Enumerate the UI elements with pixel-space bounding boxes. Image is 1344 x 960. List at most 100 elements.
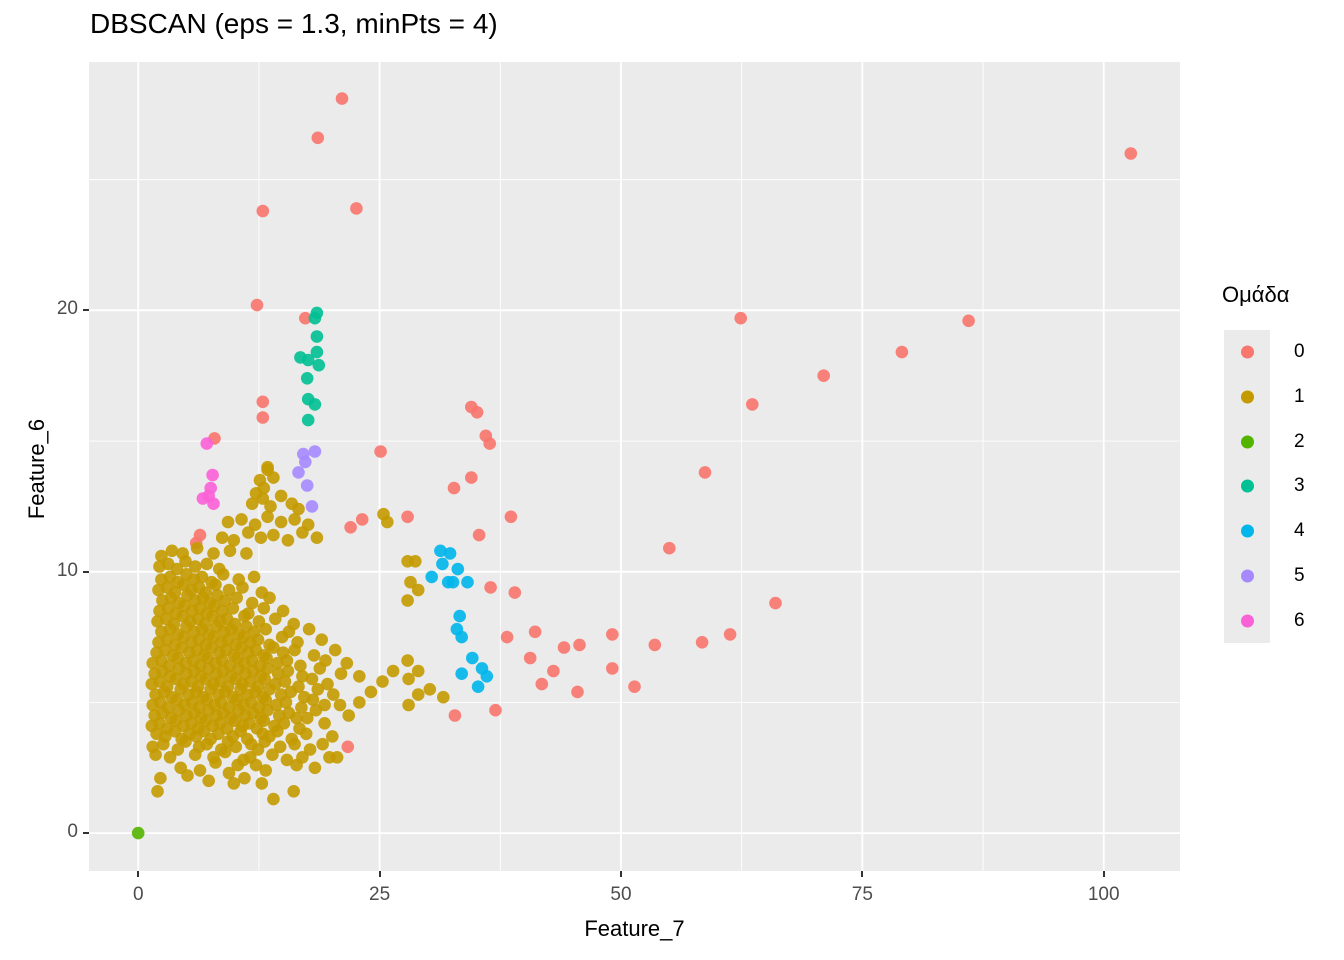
data-point-cluster-1 [188,560,202,573]
data-point-cluster-1 [255,586,269,599]
data-point-cluster-0 [628,680,641,693]
data-point-cluster-1 [293,722,306,735]
data-point-cluster-1 [272,709,286,722]
data-point-cluster-1 [215,604,229,618]
data-point-cluster-1 [291,636,304,649]
data-point-cluster-1 [274,515,288,529]
data-point-cluster-1 [308,761,322,775]
x-tick-label: 75 [851,884,873,905]
data-point-cluster-1 [221,680,235,693]
data-point-cluster-1 [202,628,215,641]
data-point-cluster-1 [334,667,348,680]
data-point-cluster-1 [146,740,159,754]
legend-key-dot [1240,345,1254,359]
x-tick-label: 0 [132,884,144,905]
data-point-cluster-0 [344,521,357,534]
data-point-cluster-5 [305,500,319,513]
data-point-cluster-1 [160,722,174,735]
data-point-cluster-0 [250,298,264,312]
data-point-cluster-1 [285,732,299,746]
data-point-cluster-4 [425,570,439,584]
data-point-cluster-0 [350,202,363,215]
data-point-cluster-1 [248,518,262,531]
data-point-cluster-6 [206,468,219,482]
data-point-cluster-0 [256,395,270,409]
data-point-cluster-1 [273,740,287,754]
data-point-cluster-1 [170,562,184,576]
data-point-cluster-0 [504,510,518,524]
data-point-cluster-4 [455,667,469,680]
data-point-cluster-1 [226,602,240,615]
data-point-cluster-0 [447,481,461,495]
data-point-cluster-0 [256,411,270,424]
legend-entry-label: 2 [1294,430,1305,452]
data-point-cluster-1 [223,659,237,673]
data-point-cluster-0 [508,586,522,599]
y-tick-label: 0 [67,820,78,842]
data-point-cluster-1 [199,586,213,599]
legend-entry-3: 3 [1224,464,1344,509]
data-point-cluster-1 [227,649,241,662]
data-point-cluster-4 [436,557,449,571]
data-point-cluster-1 [243,751,257,764]
data-point-cluster-1 [194,711,208,725]
legend-entry-label: 1 [1294,386,1305,408]
data-point-cluster-5 [300,479,314,492]
data-point-cluster-1 [151,785,164,798]
data-point-cluster-1 [318,698,331,712]
data-point-cluster-3 [310,345,324,359]
data-point-cluster-1 [263,638,276,652]
data-point-cluster-5 [292,466,305,479]
data-point-cluster-1 [247,570,261,584]
data-point-cluster-1 [232,628,245,641]
data-point-cluster-1 [165,544,179,558]
data-point-cluster-0 [341,740,355,754]
data-point-cluster-1 [245,596,259,610]
data-point-cluster-1 [218,594,232,607]
data-point-cluster-1 [257,649,271,662]
legend-entry-6: 6 [1224,598,1344,643]
data-point-cluster-1 [245,497,259,511]
data-point-cluster-0 [256,204,270,218]
data-point-cluster-1 [280,753,294,767]
x-tick-mark [861,871,864,877]
plot-panel [89,62,1180,871]
data-point-cluster-1 [287,617,300,631]
data-point-cluster-3 [300,372,314,385]
data-point-cluster-1 [411,583,425,597]
data-point-cluster-1 [281,664,295,678]
data-point-cluster-0 [571,685,584,699]
data-point-cluster-1 [241,732,254,746]
data-point-cluster-0 [465,471,478,484]
data-point-cluster-1 [227,777,241,790]
data-point-cluster-1 [305,672,319,686]
data-point-cluster-4 [455,630,469,644]
data-point-cluster-3 [312,358,326,372]
data-point-cluster-1 [295,701,308,714]
data-point-cluster-3 [301,353,315,367]
legend-entry-1: 1 [1224,375,1344,420]
data-point-cluster-1 [310,531,324,544]
data-point-cluster-1 [281,534,295,547]
data-point-cluster-1 [171,743,185,756]
data-point-cluster-1 [172,596,186,610]
data-point-cluster-1 [196,690,210,704]
x-tick-label: 50 [610,884,632,905]
data-point-cluster-0 [374,445,387,458]
legend-entry-0: 0 [1224,330,1344,375]
data-point-cluster-1 [247,625,261,639]
data-point-cluster-1 [274,688,288,701]
data-point-cluster-1 [230,591,243,605]
data-point-cluster-0 [1124,147,1138,160]
data-point-cluster-1 [163,670,177,683]
data-point-cluster-1 [240,547,253,560]
data-point-cluster-1 [261,510,274,524]
x-tick-mark [378,871,381,877]
data-point-cluster-0 [528,625,542,639]
data-point-cluster-4 [480,670,494,683]
data-point-cluster-1 [199,638,213,652]
legend-key-dot [1240,479,1254,493]
data-point-cluster-1 [193,764,207,777]
scatter-plot-canvas [89,62,1180,871]
legend-entry-2: 2 [1224,419,1344,464]
